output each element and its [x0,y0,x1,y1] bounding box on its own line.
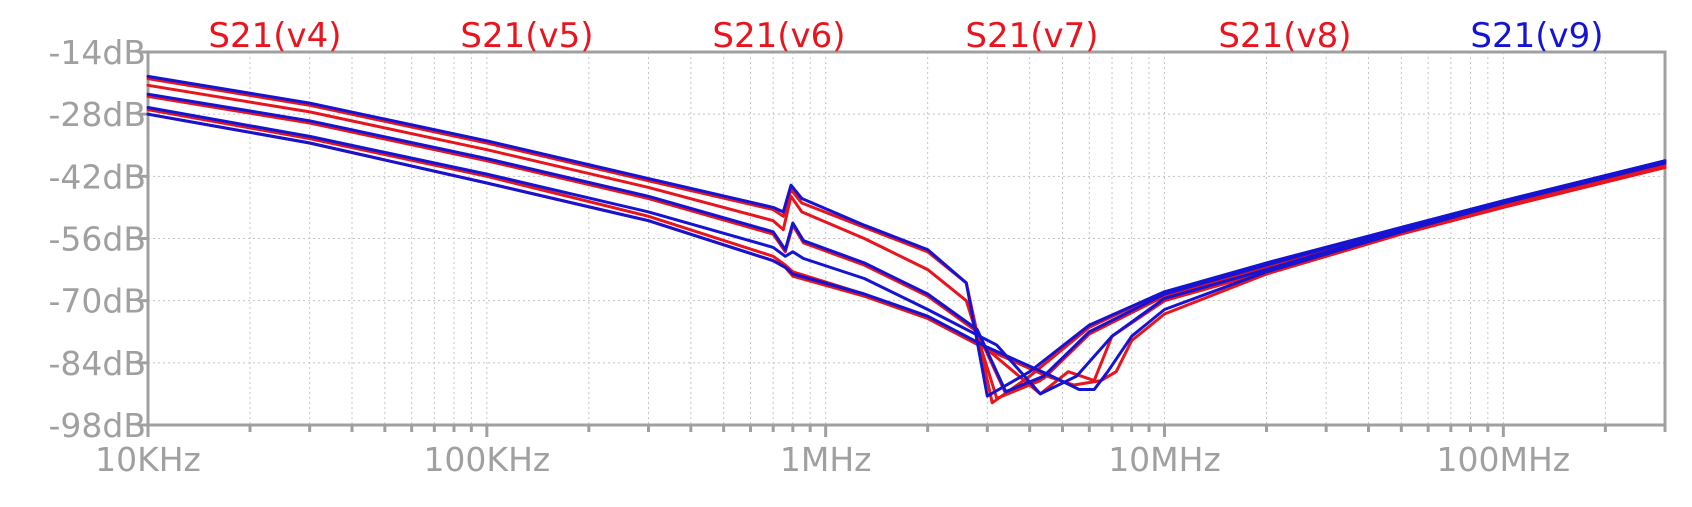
series-line-S21(v9) [146,74,1667,398]
x-tick-label: 1MHz [780,440,872,479]
series-line-overlay-1 [146,92,1667,394]
legend-entry-S21(v4): S21(v4) [208,16,341,56]
legend-entry-S21(v5): S21(v5) [460,16,593,56]
series-line-S21(v8) [146,112,1667,387]
series-line-overlay-2 [146,106,1667,396]
y-tick-label: -56dB [49,220,147,259]
legend-layer: S21(v4) S21(v5) S21(v6) S21(v7) S21(v8) S21(v… [208,16,1603,56]
x-tick-label: 100MHz [1437,440,1571,479]
series-layer [146,74,1667,405]
x-tick-label: 10KHz [95,440,201,479]
x-tick-label: 100KHz [423,440,550,479]
x-tick-label: 10MHz [1108,440,1221,479]
series-line-overlay-3 [146,112,1667,391]
grid-layer [148,52,1666,425]
axis-layer [138,50,1667,437]
y-tick-label: -42dB [49,157,147,196]
y-tick-label: -14dB [49,33,147,72]
series-line-S21(v7) [146,108,1667,396]
legend-entry-S21(v6): S21(v6) [712,16,845,56]
legend-entry-S21(v9): S21(v9) [1470,16,1603,56]
y-tick-label: -98dB [49,406,147,445]
legend-entry-S21(v7): S21(v7) [965,16,1098,56]
y-tick-label: -70dB [49,282,147,321]
legend-entry-S21(v8): S21(v8) [1218,16,1351,56]
series-line-S21(v5) [146,83,1667,400]
tick-label-layer: -14dB -28dB -42dB -56dB -70dB -84dB -98dB10KHz… [49,33,1571,479]
plot-frame [146,50,1667,427]
y-tick-label: -84dB [49,344,147,383]
y-tick-label: -28dB [49,95,147,134]
